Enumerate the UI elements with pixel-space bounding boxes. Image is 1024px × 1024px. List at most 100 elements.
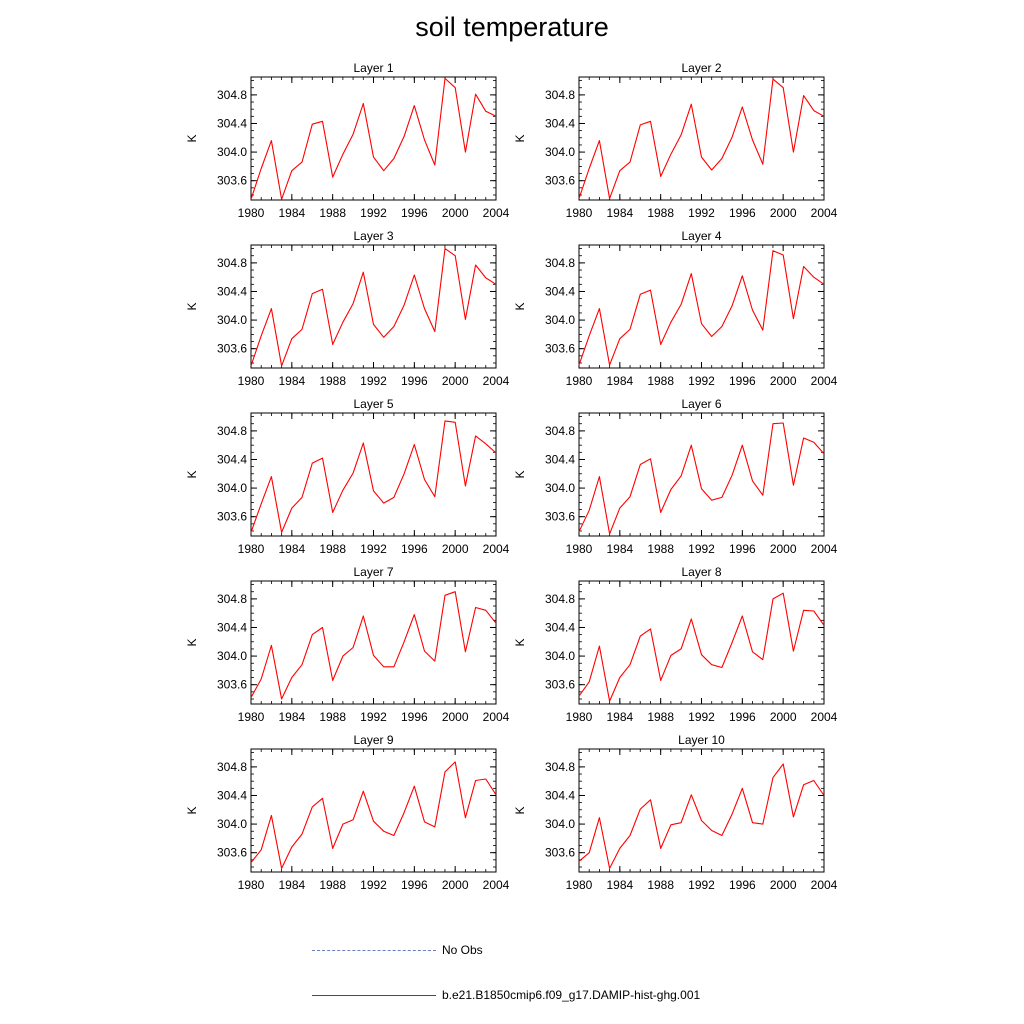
x-tick-label: 2004 [483, 206, 510, 220]
y-tick-label: 304.8 [545, 592, 575, 606]
x-tick-label: 2000 [442, 878, 469, 892]
x-tick-label: 1988 [319, 878, 346, 892]
panel-title: Layer 5 [353, 397, 393, 411]
y-tick-label: 304.4 [545, 452, 575, 466]
panel-title: Layer 3 [353, 229, 393, 243]
y-tick-label: 304.8 [545, 88, 575, 102]
x-tick-label: 1984 [278, 710, 305, 724]
y-axis-label: K [513, 470, 527, 478]
y-tick-label: 304.8 [217, 760, 247, 774]
y-tick-label: 304.4 [217, 284, 247, 298]
y-tick-label: 303.6 [545, 174, 575, 188]
y-axis-label: K [513, 302, 527, 310]
x-tick-label: 2004 [811, 374, 838, 388]
panel-title: Layer 2 [681, 61, 721, 75]
x-tick-label: 1988 [319, 710, 346, 724]
x-tick-label: 1984 [278, 206, 305, 220]
x-tick-label: 1988 [647, 374, 674, 388]
x-tick-label: 2000 [442, 542, 469, 556]
chart-title: soil temperature [415, 12, 609, 42]
x-tick-label: 1996 [729, 206, 756, 220]
y-tick-label: 304.4 [545, 620, 575, 634]
x-tick-label: 1996 [401, 710, 428, 724]
series-line [578, 250, 825, 366]
series-line [578, 78, 825, 200]
x-tick-label: 1980 [566, 206, 593, 220]
x-tick-label: 2000 [770, 878, 797, 892]
y-tick-label: 304.0 [217, 313, 247, 327]
y-tick-label: 304.4 [217, 452, 247, 466]
series-line [250, 761, 497, 869]
x-tick-label: 1984 [278, 878, 305, 892]
y-tick-label: 304.4 [217, 116, 247, 130]
y-tick-label: 304.8 [545, 424, 575, 438]
y-axis-label: K [185, 302, 199, 310]
panel-title: Layer 10 [678, 733, 725, 747]
plot-frame [250, 748, 497, 873]
legend-entry-obs: No Obs [312, 942, 483, 958]
x-tick-label: 1980 [566, 710, 593, 724]
x-tick-label: 1996 [729, 374, 756, 388]
series-line [578, 422, 825, 535]
panel-8: Layer 8 1980 1984 1988 1992 1996 2000 2004 303.6… [513, 565, 838, 724]
x-tick-label: 1988 [647, 206, 674, 220]
panel-title: Layer 8 [681, 565, 721, 579]
legend-obs-swatch [312, 949, 436, 951]
x-tick-label: 1988 [319, 374, 346, 388]
x-tick-label: 1992 [360, 542, 387, 556]
x-tick-label: 1980 [566, 374, 593, 388]
panel-3: Layer 3 1980 1984 1988 1992 1996 2000 2004 303.6… [185, 229, 510, 388]
x-tick-label: 1992 [360, 206, 387, 220]
y-tick-label: 304.0 [545, 481, 575, 495]
y-tick-label: 304.0 [217, 649, 247, 663]
x-tick-label: 1984 [606, 878, 633, 892]
y-tick-label: 304.0 [217, 817, 247, 831]
x-tick-label: 1988 [647, 878, 674, 892]
y-tick-label: 304.4 [217, 788, 247, 802]
x-tick-label: 1984 [606, 710, 633, 724]
x-tick-label: 1992 [688, 542, 715, 556]
panel-title: Layer 4 [681, 229, 721, 243]
x-tick-label: 1996 [401, 206, 428, 220]
x-tick-label: 1992 [360, 710, 387, 724]
y-axis-label: K [185, 638, 199, 646]
panel-title: Layer 6 [681, 397, 721, 411]
x-tick-label: 2000 [770, 206, 797, 220]
x-tick-label: 2004 [811, 878, 838, 892]
y-tick-label: 304.8 [545, 256, 575, 270]
x-tick-label: 1988 [319, 206, 346, 220]
y-tick-label: 304.8 [217, 592, 247, 606]
x-tick-label: 1980 [566, 542, 593, 556]
x-tick-label: 2004 [483, 542, 510, 556]
y-tick-label: 304.0 [217, 481, 247, 495]
legend-model-label: b.e21.B1850cmip6.f09_g17.DAMIP-hist-ghg.… [442, 988, 701, 1002]
plot-frame [578, 748, 825, 873]
y-tick-label: 303.6 [217, 510, 247, 524]
x-tick-label: 2004 [483, 374, 510, 388]
y-tick-label: 303.6 [545, 846, 575, 860]
legend-entry-model: b.e21.B1850cmip6.f09_g17.DAMIP-hist-ghg.… [312, 987, 700, 1003]
y-axis-label: K [513, 806, 527, 814]
series-line [578, 763, 825, 869]
x-tick-label: 1992 [360, 878, 387, 892]
x-tick-label: 1980 [238, 710, 265, 724]
y-tick-label: 304.0 [545, 649, 575, 663]
y-tick-label: 303.6 [217, 342, 247, 356]
y-tick-label: 304.4 [545, 116, 575, 130]
x-tick-label: 2004 [811, 710, 838, 724]
x-tick-label: 1996 [401, 878, 428, 892]
x-tick-label: 1980 [238, 542, 265, 556]
x-tick-label: 1988 [647, 542, 674, 556]
panel-4: Layer 4 1980 1984 1988 1992 1996 2000 2004 303.6… [513, 229, 838, 388]
x-tick-label: 2000 [442, 206, 469, 220]
panel-7: Layer 7 1980 1984 1988 1992 1996 2000 2004 303.6… [185, 565, 510, 724]
y-axis-label: K [185, 134, 199, 142]
series-line [250, 248, 497, 367]
y-tick-label: 303.6 [217, 678, 247, 692]
series-line [578, 592, 825, 702]
y-axis-label: K [185, 470, 199, 478]
panel-title: Layer 7 [353, 565, 393, 579]
x-tick-label: 1992 [688, 710, 715, 724]
panel-6: Layer 6 1980 1984 1988 1992 1996 2000 2004 303.6… [513, 397, 838, 556]
x-tick-label: 1988 [319, 542, 346, 556]
